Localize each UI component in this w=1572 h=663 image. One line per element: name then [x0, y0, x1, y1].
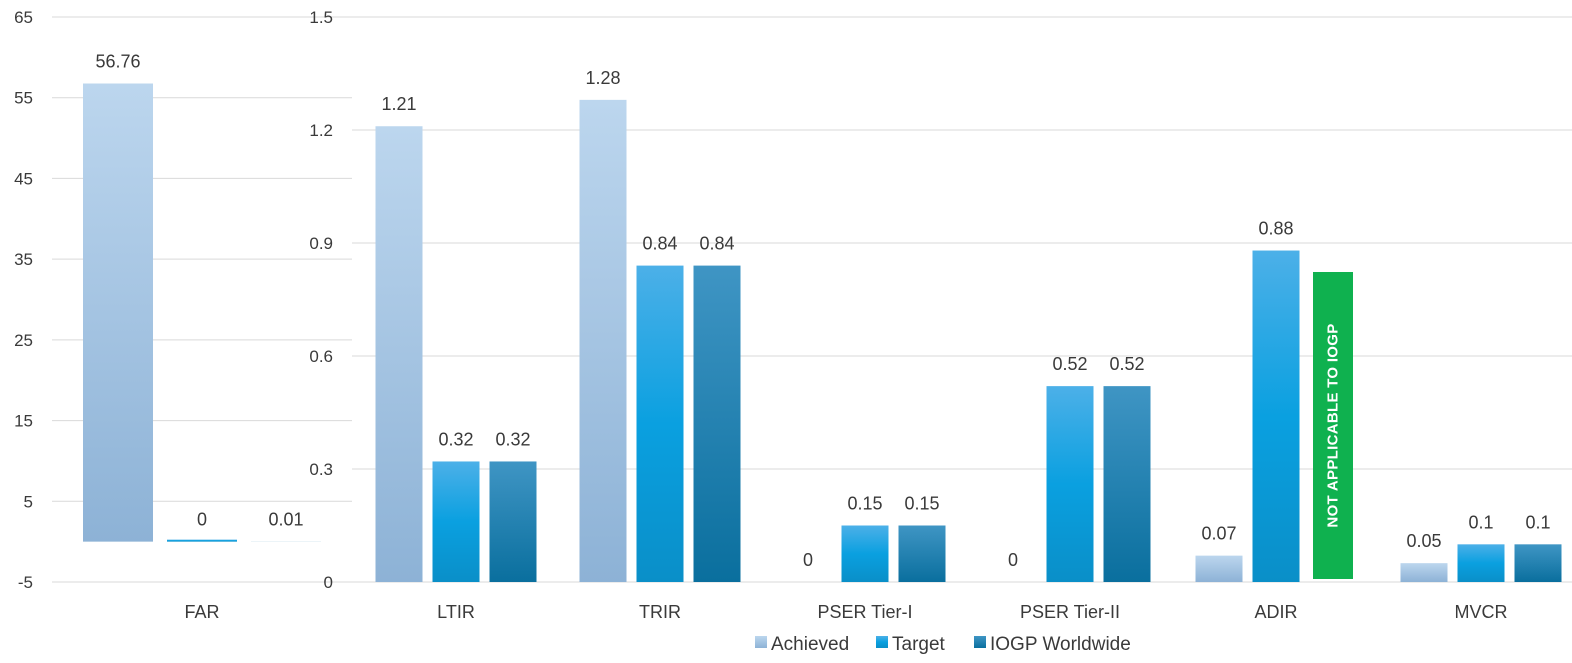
- legend-swatch-iogp-worldwide: [974, 636, 986, 648]
- category-label-mvcr: MVCR: [1455, 602, 1508, 622]
- secondary-axis-ticks: 1.5 1.2 0.9 0.6 0.3 0: [309, 8, 333, 592]
- primary-tick-label: 35: [14, 250, 33, 269]
- bar-pser-tier-ii-target: [1047, 386, 1094, 582]
- secondary-tick-label: 0.9: [309, 234, 333, 253]
- bar-mvcr-target: [1458, 544, 1505, 582]
- bar-trir-iogp-worldwide: [694, 266, 741, 582]
- secondary-tick-label: 0.3: [309, 460, 333, 479]
- legend-swatch-achieved: [755, 636, 767, 648]
- value-label-ltir-iogp-worldwide: 0.32: [495, 429, 530, 449]
- primary-tick-label: 65: [14, 8, 33, 27]
- bar-pser-tier-i-iogp-worldwide: [899, 526, 946, 583]
- secondary-tick-label: 1.5: [309, 8, 333, 27]
- value-label-adir-target: 0.88: [1258, 219, 1293, 239]
- value-label-mvcr-achieved: 0.05: [1406, 531, 1441, 551]
- category-label-adir: ADIR: [1254, 602, 1297, 622]
- value-label-pser-tier-i-achieved: 0: [803, 550, 813, 570]
- category-label-far: FAR: [184, 602, 219, 622]
- value-label-adir-achieved: 0.07: [1201, 524, 1236, 544]
- value-label-trir-target: 0.84: [642, 234, 677, 254]
- secondary-tick-label: 0.6: [309, 347, 333, 366]
- value-label-far-achieved: 56.76: [95, 52, 140, 72]
- value-label-mvcr-iogp-worldwide: 0.1: [1525, 512, 1550, 532]
- value-label-far-iogp-worldwide: 0.01: [268, 510, 303, 530]
- not-applicable-text: NOT APPLICABLE TO IOGP: [1325, 323, 1342, 527]
- primary-tick-label: 25: [14, 331, 33, 350]
- category-label-pser-tier-i: PSER Tier-I: [817, 602, 912, 622]
- bar-ltir-iogp-worldwide: [490, 461, 537, 582]
- bar-mvcr-iogp-worldwide: [1515, 544, 1562, 582]
- bar-trir-target: [637, 266, 684, 582]
- bar-adir-achieved: [1196, 556, 1243, 582]
- primary-axis-ticks: 65 55 45 35 25 15 5 -5: [14, 8, 33, 592]
- primary-tick-label: -5: [18, 573, 33, 592]
- bar-ltir-target: [433, 461, 480, 582]
- secondary-tick-label: 1.2: [309, 121, 333, 140]
- value-label-ltir-target: 0.32: [438, 429, 473, 449]
- bar-pser-tier-i-target: [842, 526, 889, 583]
- legend-swatch-target: [876, 636, 888, 648]
- category-labels-group: FAR LTIR TRIR PSER Tier-I PSER Tier-II ADIR MV…: [184, 602, 1507, 622]
- category-label-ltir: LTIR: [437, 602, 475, 622]
- primary-tick-label: 5: [24, 492, 33, 511]
- value-label-pser-tier-i-target: 0.15: [847, 494, 882, 514]
- value-label-pser-tier-i-iogp-worldwide: 0.15: [904, 494, 939, 514]
- bar-mvcr-achieved: [1401, 563, 1448, 582]
- primary-tick-label: 45: [14, 169, 33, 188]
- value-label-trir-iogp-worldwide: 0.84: [699, 234, 734, 254]
- value-label-pser-tier-ii-target: 0.52: [1052, 354, 1087, 374]
- legend-label-target: Target: [892, 634, 946, 655]
- legend-label-achieved: Achieved: [771, 634, 849, 655]
- bar-adir-target: [1253, 251, 1300, 582]
- category-label-pser-tier-ii: PSER Tier-II: [1020, 602, 1120, 622]
- category-label-trir: TRIR: [639, 602, 681, 622]
- annotation-group: NOT APPLICABLE TO IOGP: [1313, 272, 1353, 579]
- value-label-pser-tier-ii-achieved: 0: [1008, 550, 1018, 570]
- value-label-trir-achieved: 1.28: [585, 68, 620, 88]
- secondary-tick-label: 0: [324, 573, 333, 592]
- bar-ltir-achieved: [376, 126, 423, 582]
- value-label-mvcr-target: 0.1: [1468, 512, 1493, 532]
- bar-far-target: [167, 540, 237, 542]
- primary-tick-label: 55: [14, 89, 33, 108]
- legend: Achieved Target IOGP Worldwide: [755, 634, 1131, 655]
- bar-pser-tier-ii-iogp-worldwide: [1104, 386, 1151, 582]
- bar-trir-achieved: [580, 100, 627, 582]
- bar-far-achieved: [83, 84, 153, 542]
- value-label-far-target: 0: [197, 510, 207, 530]
- value-label-ltir-achieved: 1.21: [381, 94, 416, 114]
- primary-tick-label: 15: [14, 412, 33, 431]
- legend-label-iogp-worldwide: IOGP Worldwide: [990, 634, 1131, 655]
- value-label-pser-tier-ii-iogp-worldwide: 0.52: [1109, 354, 1144, 374]
